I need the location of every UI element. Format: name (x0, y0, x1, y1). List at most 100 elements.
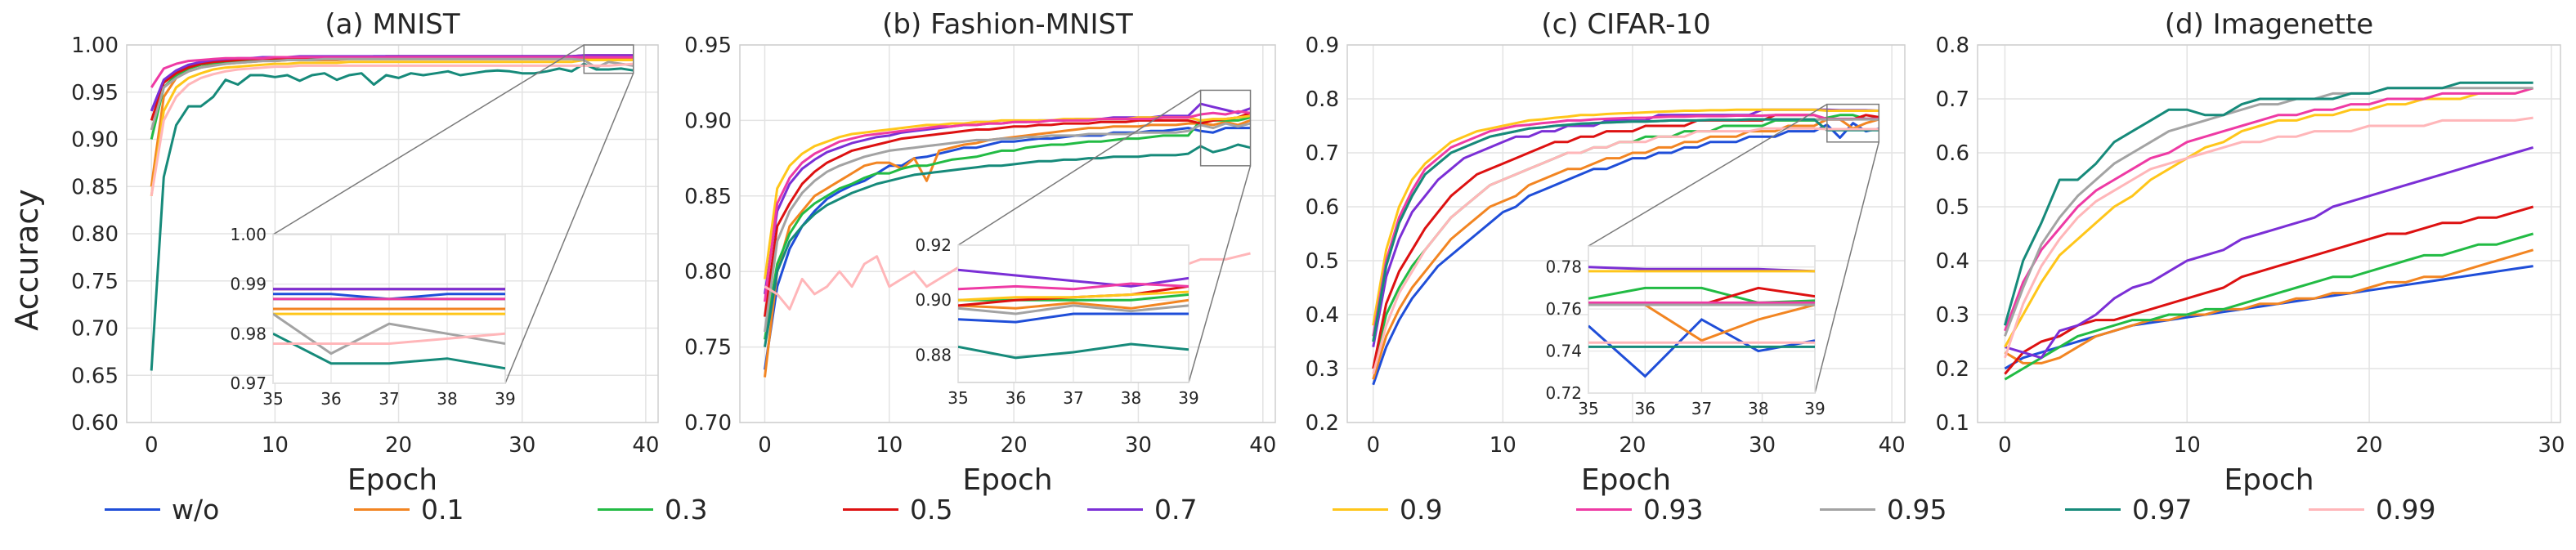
series-line-0.9 (150, 59, 634, 197)
y-tick-label: 0.4 (1936, 249, 1969, 274)
x-tick-label: 30 (1749, 433, 1776, 458)
inset-y-tick-label: 0.76 (1545, 299, 1582, 319)
series-line-0.97 (1372, 118, 1879, 342)
inset-zoom: 0.72 0.74 0.76 0.78 35 36 37 38 39 (1545, 245, 1826, 418)
x-tick-label: 20 (1001, 433, 1028, 458)
legend-label: w/o (172, 493, 220, 525)
zoom-region-box (1199, 89, 1252, 167)
y-tick-label: 0.2 (1306, 411, 1339, 436)
y-tick-label: 0.4 (1306, 303, 1339, 328)
y-tick-label: 0.6 (1936, 141, 1969, 166)
y-tick-label: 0.5 (1306, 249, 1339, 274)
x-tick-label: 20 (2356, 433, 2383, 458)
y-tick-label: 0.75 (684, 336, 732, 360)
series-line-0.9 (2004, 87, 2534, 348)
x-tick-label: 30 (1125, 433, 1152, 458)
x-tick-label: 40 (1249, 433, 1276, 458)
inset-series-line-0.97 (273, 332, 505, 370)
zoom-connector (1814, 141, 1880, 394)
legend-label: 0.99 (2376, 493, 2436, 525)
inset-x-tick-label: 39 (1804, 399, 1825, 418)
legend-swatch (1333, 508, 1388, 511)
y-tick-label: 0.70 (684, 411, 732, 436)
inset-series-line-0.99 (273, 332, 505, 345)
inset-y-tick-label: 0.97 (230, 373, 267, 393)
y-tick-label: 0.3 (1936, 303, 1969, 328)
x-tick-label: 0 (1366, 433, 1380, 458)
legend-item: w/o (105, 481, 219, 538)
legend: w/o 0.1 0.3 0.5 0.7 0.9 0.93 0.95 0.97 0.99 (0, 481, 2576, 538)
series-line-0.97 (764, 143, 1251, 347)
x-tick-label: 10 (1490, 433, 1516, 458)
y-tick-label: 0.85 (684, 185, 732, 209)
inset-y-tick-label: 0.99 (230, 275, 267, 294)
x-axis-label: Epoch (347, 463, 437, 497)
x-tick-label: 0 (1998, 433, 2012, 458)
legend-item: 0.97 (2065, 481, 2192, 538)
zoom-connector (272, 44, 585, 235)
zoom-connector (504, 73, 634, 384)
series-line-0.99 (2003, 116, 2533, 359)
inset-x-tick-label: 38 (437, 389, 457, 409)
legend-item: 0.7 (1087, 481, 1197, 538)
legend-swatch (598, 508, 653, 511)
x-tick-label: 20 (385, 433, 412, 458)
chart-panel-4: 0.1 0.2 0.3 0.4 0.5 0.6 0.7 0.8 0 10 20 30 (d) Image… (1936, 8, 2565, 497)
inset-x-tick-label: 35 (948, 388, 968, 408)
series-line-0.97 (150, 62, 634, 371)
y-tick-label: 0.95 (71, 81, 119, 105)
inset-y-tick-label: 0.78 (1545, 257, 1582, 277)
series-line-0.7 (2004, 145, 2534, 360)
legend-swatch (2309, 508, 2364, 511)
legend-swatch (2065, 508, 2121, 511)
y-tick-label: 0.80 (71, 222, 119, 247)
series-line-0.93 (2003, 87, 2534, 332)
legend-item: 0.5 (843, 481, 952, 538)
legend-label: 0.3 (665, 493, 708, 525)
series-line-0.3 (2004, 232, 2534, 381)
legend-item: 0.3 (598, 481, 707, 538)
legend-swatch (1820, 508, 1875, 511)
axes-frame (1346, 44, 1906, 423)
inset-x-tick-label: 37 (379, 389, 399, 409)
legend-swatch (1087, 508, 1143, 511)
y-tick-label: 0.80 (684, 260, 732, 284)
series-line-0.1 (1372, 118, 1879, 380)
legend-label: 0.1 (421, 493, 464, 525)
legend-item: 0.93 (1576, 481, 1703, 538)
series-line-0.99 (1372, 127, 1879, 374)
inset-series-line-0.9 (958, 290, 1189, 302)
inset-y-tick-label: 0.88 (915, 345, 952, 364)
inset-series-group (958, 268, 1189, 360)
zoom-connector (1588, 103, 1828, 247)
series-line-0.95 (150, 57, 634, 131)
series-line-0.5 (764, 111, 1252, 317)
axes-frame (126, 44, 659, 423)
inset-x-tick-label: 38 (1748, 399, 1768, 418)
inset-x-tick-label: 39 (495, 389, 515, 409)
x-tick-label: 10 (262, 433, 289, 458)
legend-label: 0.95 (1887, 493, 1947, 525)
series-line-wo (1372, 122, 1879, 386)
series-line-0.5 (2004, 205, 2534, 375)
y-tick-label: 0.75 (71, 270, 119, 294)
inset-series-line-0.7 (1588, 266, 1815, 273)
inset-x-tick-label: 35 (262, 389, 283, 409)
y-tick-label: 0.95 (684, 34, 732, 58)
y-tick-label: 0.70 (71, 317, 119, 342)
legend-swatch (354, 508, 410, 511)
series-line-0.93 (1372, 114, 1879, 337)
legend-label: 0.97 (2132, 493, 2193, 525)
y-tick-label: 1.00 (71, 34, 119, 58)
x-tick-label: 40 (1879, 433, 1906, 458)
inset-zoom: 0.88 0.90 0.92 35 36 37 38 39 (915, 235, 1198, 408)
x-tick-label: 10 (876, 433, 903, 458)
legend-item: 0.99 (2309, 481, 2435, 538)
inset-x-tick-label: 36 (1635, 399, 1655, 418)
inset-y-tick-label: 0.72 (1545, 383, 1582, 403)
y-axis-label: Accuracy (9, 189, 45, 331)
chart-title: (d) Imagenette (2165, 8, 2373, 41)
chart-panel-3: 0.2 0.3 0.4 0.5 0.6 0.7 0.8 0.9 0 10 20 30 40 (c) CIF… (1306, 8, 1906, 497)
series-line-0.3 (764, 116, 1251, 340)
inset-series-line-wo (958, 312, 1189, 324)
